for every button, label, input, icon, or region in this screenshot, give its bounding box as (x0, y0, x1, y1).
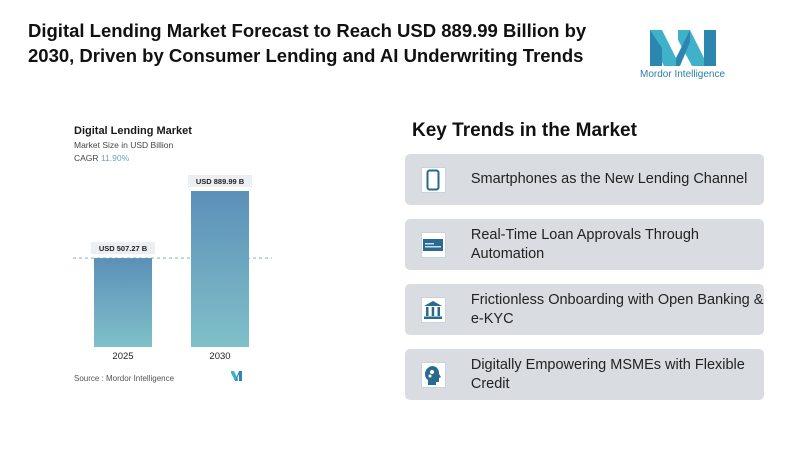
market-chart: USD 507.27 B 2025 USD 889.99 B 2030 Digital… (65, 118, 280, 393)
head-gears-icon (421, 361, 446, 388)
page-title: Digital Lending Market Forecast to Reach… (28, 20, 587, 66)
check-payment-icon (421, 231, 446, 258)
cagr-value: 11.90% (100, 153, 130, 163)
trend-card: Real-Time Loan Approvals Through Automat… (405, 219, 764, 270)
trend-card: Frictionless Onboarding with Open Bankin… (405, 284, 764, 335)
x-tick-label: 2030 (209, 351, 230, 362)
logo-text: Mordor Intelligence (640, 69, 726, 80)
trend-label: Frictionless Onboarding with Open Bankin… (470, 291, 764, 327)
trends-heading: Key Trends in the Market (412, 120, 637, 141)
chart-title: Digital Lending Market (74, 125, 192, 137)
data-label: USD 507.27 B (99, 244, 148, 253)
data-label-bg (91, 242, 155, 255)
trend-label: Real-Time Loan Approvals Through Automat… (470, 226, 699, 262)
trend-card: Digitally Empowering MSMEs with Flexible… (405, 349, 764, 400)
trend-card: Smartphones as the New Lending Channel (405, 154, 764, 205)
cagr-label: CAGR (74, 153, 99, 163)
trend-label: Digitally Empowering MSMEs with Flexible… (470, 356, 745, 392)
trend-label: Smartphones as the New Lending Channel (470, 171, 748, 187)
chart-source: Source : Mordor Intelligence (74, 374, 175, 383)
data-label-bg (188, 175, 252, 187)
bar-2030 (191, 191, 249, 347)
mordor-intelligence-logo (650, 30, 716, 66)
bank-icon (421, 296, 446, 323)
chart-subtitle: Market Size in USD Billion (74, 140, 174, 150)
chart-logo-icon (231, 371, 242, 381)
smartphone-icon (421, 166, 446, 193)
bar-2025 (94, 258, 152, 347)
data-label: USD 889.99 B (196, 177, 245, 186)
chart-cagr: CAGR 11.90% (74, 153, 129, 163)
x-tick-label: 2025 (112, 351, 133, 362)
chart-svg: USD 507.27 B 2025 USD 889.99 B 2030 (73, 175, 272, 381)
